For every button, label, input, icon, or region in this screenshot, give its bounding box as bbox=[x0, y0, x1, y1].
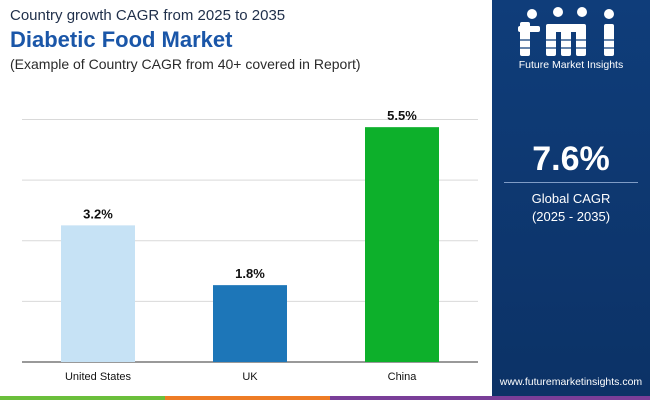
bar-united-states bbox=[61, 225, 135, 362]
global-cagr-value: 7.6% bbox=[532, 140, 610, 178]
strip-segment-purple bbox=[330, 396, 650, 400]
cagr-divider bbox=[504, 182, 638, 183]
x-tick-label-china: China bbox=[388, 371, 418, 383]
sidebar-panel: Future Market Insights 7.6% Global CAGR … bbox=[492, 0, 650, 400]
chart-title: Diabetic Food Market bbox=[10, 27, 233, 52]
x-tick-label-united-states: United States bbox=[65, 371, 132, 383]
bottom-color-strip bbox=[0, 396, 650, 400]
header: Country growth CAGR from 2025 to 2035 Di… bbox=[10, 6, 490, 74]
logo-caption: Future Market Insights bbox=[518, 59, 624, 71]
logo-mark-icon bbox=[516, 7, 624, 56]
chart-note: (Example of Country CAGR from 40+ covere… bbox=[10, 56, 361, 72]
strip-segment-green bbox=[0, 396, 165, 400]
cagr-label-line2: (2025 - 2035) bbox=[531, 209, 611, 224]
bar-uk bbox=[213, 285, 287, 362]
strip-segment-orange bbox=[165, 396, 330, 400]
chart-supertitle: Country growth CAGR from 2025 to 2035 bbox=[10, 7, 286, 24]
x-tick-label-uk: UK bbox=[242, 371, 258, 383]
cagr-label-line1: Global CAGR bbox=[531, 191, 611, 206]
fmi-logo: Future Market Insights bbox=[492, 6, 650, 74]
data-label-uk: 1.8% bbox=[235, 266, 265, 281]
data-label-china: 5.5% bbox=[387, 108, 417, 123]
global-cagr-label: Global CAGR (2025 - 2035) bbox=[492, 190, 650, 226]
data-label-united-states: 3.2% bbox=[83, 206, 113, 221]
bar-china bbox=[365, 127, 439, 363]
website-link[interactable]: www.futuremarketinsights.com bbox=[499, 376, 643, 388]
